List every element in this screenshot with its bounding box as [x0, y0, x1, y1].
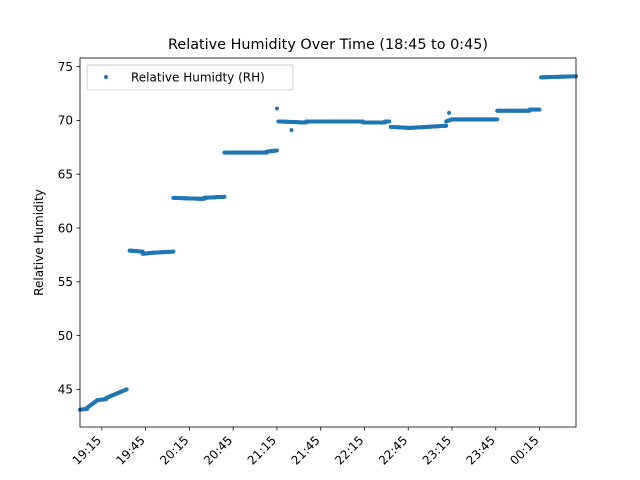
legend-marker: [104, 75, 108, 79]
data-point: [171, 249, 176, 254]
data-point: [222, 194, 227, 199]
chart-title: Relative Humidity Over Time (18:45 to 0:…: [168, 37, 488, 53]
y-tick-label: 60: [58, 221, 73, 235]
data-point-outlier: [289, 128, 294, 133]
y-tick-label: 75: [58, 60, 73, 74]
data-point: [274, 148, 279, 153]
legend: Relative Humidty (RH): [86, 64, 294, 91]
data-point: [537, 107, 542, 112]
y-tick-label: 55: [58, 275, 73, 289]
plot-frame: [79, 57, 577, 428]
data-point: [124, 387, 129, 392]
y-tick-label: 45: [58, 383, 73, 397]
y-tick-label: 50: [58, 329, 73, 343]
data-point: [444, 123, 449, 128]
y-axis-label: Relative Humidity: [32, 189, 46, 296]
y-tick-label: 65: [58, 167, 73, 181]
y-tick-label: 70: [58, 114, 73, 128]
data-point-outlier: [274, 106, 279, 111]
legend-box: [86, 64, 294, 91]
data-point: [387, 119, 392, 124]
data-point-outlier: [447, 110, 452, 115]
legend-entry-rh: Relative Humidty (RH): [131, 71, 265, 85]
data-point: [495, 117, 500, 122]
y-axis-ticks: 45 50 55 60 65 70 75: [58, 60, 80, 397]
plot-area: [80, 58, 576, 427]
data-points: [78, 74, 578, 412]
